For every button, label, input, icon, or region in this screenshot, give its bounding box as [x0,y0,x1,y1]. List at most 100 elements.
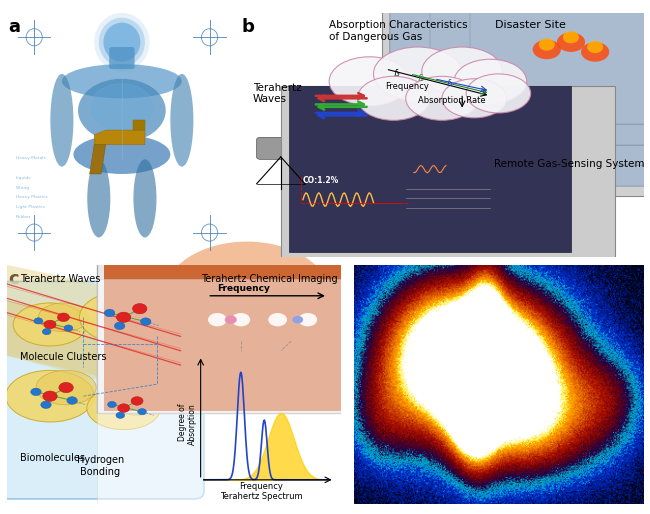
Circle shape [442,79,506,118]
Text: Absorption Rate: Absorption Rate [418,96,486,105]
Circle shape [31,388,41,396]
Text: Heavy Metals: Heavy Metals [16,156,46,160]
Circle shape [406,76,478,120]
Ellipse shape [6,371,94,422]
Circle shape [298,313,317,326]
FancyBboxPatch shape [97,212,435,413]
Ellipse shape [133,159,157,237]
Polygon shape [94,130,145,145]
FancyBboxPatch shape [109,47,135,69]
Ellipse shape [78,79,166,142]
Text: CO:1.2%: CO:1.2% [303,176,339,185]
Ellipse shape [90,84,154,133]
Circle shape [94,13,150,71]
Polygon shape [90,145,106,174]
Text: c: c [8,270,18,288]
Ellipse shape [170,74,194,167]
Circle shape [41,401,51,409]
Text: f₁: f₁ [446,79,453,88]
Ellipse shape [73,135,170,174]
Circle shape [303,142,323,154]
Text: Frequency: Frequency [217,284,270,293]
Circle shape [116,312,131,322]
Ellipse shape [13,303,87,346]
FancyBboxPatch shape [293,174,382,215]
Text: SEARCH CAT.: SEARCH CAT. [16,146,44,151]
Text: Terahertz Chemical Imaging: Terahertz Chemical Imaging [201,274,337,284]
Circle shape [118,404,130,412]
Text: Monolithic
THz Sources: Monolithic THz Sources [194,282,300,315]
Text: Hydrogen
Bonding: Hydrogen Bonding [77,455,124,477]
FancyBboxPatch shape [382,0,650,196]
FancyBboxPatch shape [389,4,650,166]
Text: Light Metals: Light Metals [16,166,42,170]
Circle shape [374,47,462,101]
Ellipse shape [557,32,585,52]
Circle shape [67,397,77,404]
Text: Rubber: Rubber [16,215,31,219]
Circle shape [329,57,410,106]
FancyBboxPatch shape [389,25,650,186]
Circle shape [268,313,287,326]
FancyBboxPatch shape [430,4,650,166]
Text: Biomolecules: Biomolecules [20,453,85,463]
Text: Frequency: Frequency [239,482,283,491]
Polygon shape [133,120,145,130]
Circle shape [99,17,145,67]
Circle shape [138,409,146,415]
Text: b: b [242,18,255,36]
FancyBboxPatch shape [281,86,616,301]
Ellipse shape [38,303,88,332]
Text: Frequency: Frequency [385,82,430,90]
FancyBboxPatch shape [470,25,650,186]
FancyBboxPatch shape [103,229,428,411]
Polygon shape [6,301,147,384]
FancyBboxPatch shape [430,25,650,186]
Circle shape [44,320,56,329]
Text: Terahertz Waves: Terahertz Waves [20,274,100,284]
FancyBboxPatch shape [289,86,571,252]
Polygon shape [6,265,174,384]
FancyBboxPatch shape [389,0,650,124]
Text: Molecule Clusters: Molecule Clusters [20,352,107,362]
Text: Remote Gas-Sensing System: Remote Gas-Sensing System [495,159,645,169]
Circle shape [131,397,143,405]
Circle shape [64,325,73,331]
Circle shape [292,316,303,323]
Ellipse shape [112,387,162,415]
Text: Disaster Site: Disaster Site [495,20,566,30]
Circle shape [116,412,125,418]
FancyBboxPatch shape [470,0,650,145]
Circle shape [133,304,147,314]
Circle shape [225,316,237,324]
Circle shape [354,199,369,208]
Circle shape [57,313,70,322]
FancyBboxPatch shape [0,282,204,499]
Circle shape [140,318,151,325]
FancyBboxPatch shape [430,0,650,145]
Ellipse shape [50,74,73,167]
FancyBboxPatch shape [257,137,313,159]
Text: f₂: f₂ [418,74,424,83]
Text: a: a [8,18,20,36]
Ellipse shape [581,42,609,62]
FancyBboxPatch shape [389,0,650,145]
Ellipse shape [62,64,182,98]
Circle shape [358,76,430,120]
FancyBboxPatch shape [430,0,650,124]
Circle shape [231,313,250,326]
Text: Terahertz
Waves: Terahertz Waves [253,83,301,104]
FancyBboxPatch shape [97,279,438,514]
Ellipse shape [87,159,111,237]
Ellipse shape [162,242,332,355]
Text: Light Plastics: Light Plastics [16,205,44,209]
Text: Wiring: Wiring [16,186,30,190]
Text: Absorption Characteristics
of Dangerous Gas: Absorption Characteristics of Dangerous … [329,20,468,42]
Circle shape [466,74,530,113]
Circle shape [43,391,57,401]
Ellipse shape [87,387,161,430]
Circle shape [42,328,51,335]
Circle shape [422,47,502,96]
FancyBboxPatch shape [470,0,650,124]
Ellipse shape [36,371,96,405]
